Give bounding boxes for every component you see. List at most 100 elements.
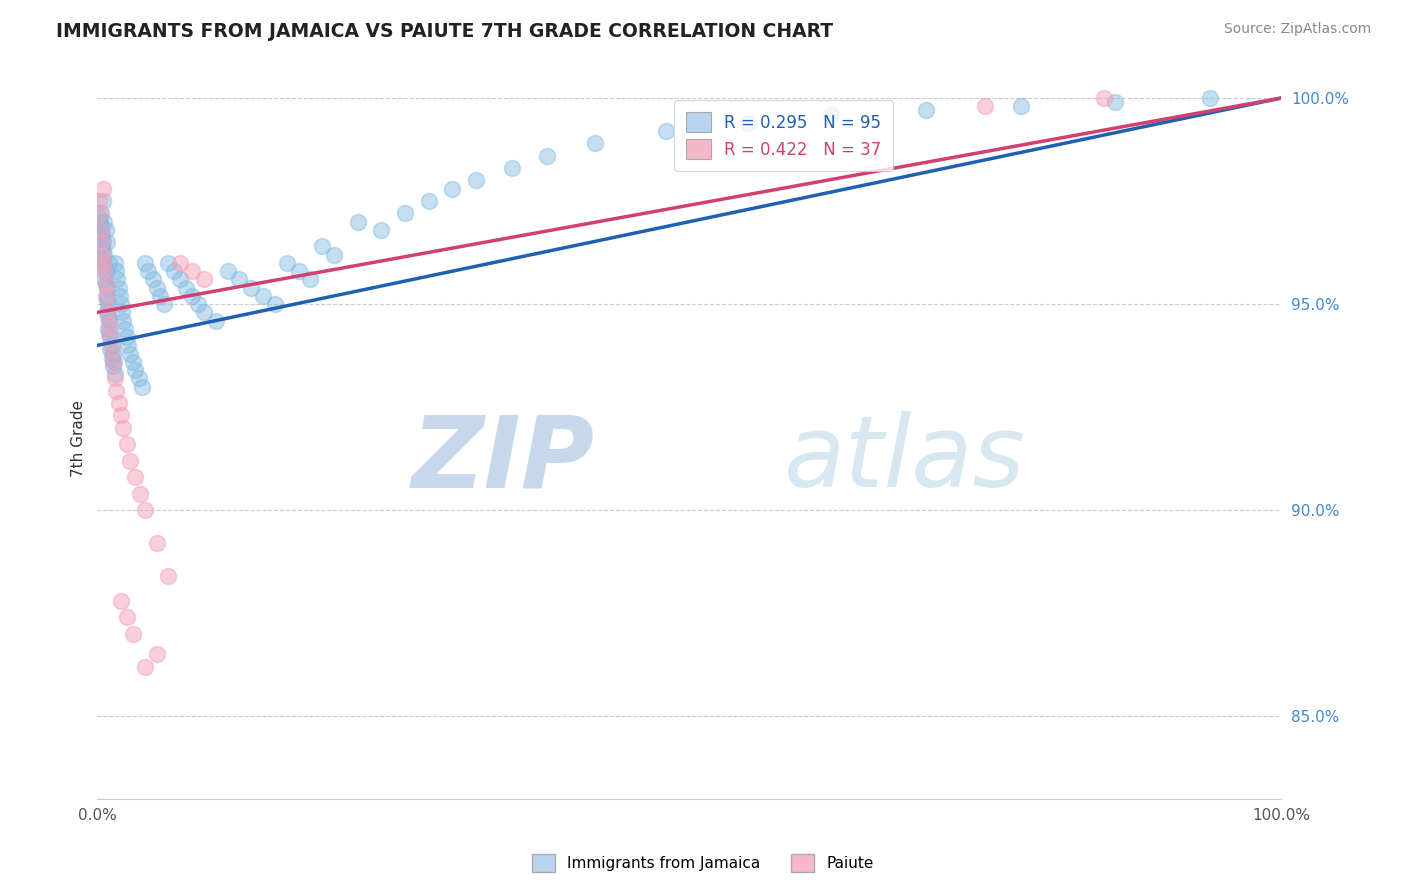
Point [157, 256, 180, 270]
Point [124, 363, 146, 377]
Point [276, 256, 298, 270]
Point [90, 231, 112, 245]
Point [115, 330, 138, 344]
Point [299, 272, 322, 286]
Point [91, 239, 114, 253]
Point [536, 149, 558, 163]
Point [97, 322, 120, 336]
Point [98, 326, 121, 340]
Point [131, 379, 153, 393]
Point [264, 297, 287, 311]
Point [94, 264, 117, 278]
Point [101, 359, 124, 373]
Point [418, 194, 440, 208]
Point [501, 161, 523, 175]
Point [217, 264, 239, 278]
Point [204, 313, 226, 327]
Point [96, 305, 118, 319]
Point [323, 248, 346, 262]
Point [105, 264, 128, 278]
Point [441, 182, 464, 196]
Point [915, 103, 938, 118]
Point [94, 223, 117, 237]
Point [91, 252, 114, 266]
Point [112, 313, 135, 327]
Point [104, 256, 127, 270]
Point [108, 289, 131, 303]
Point [157, 569, 180, 583]
Point [1199, 91, 1222, 105]
Point [93, 215, 115, 229]
Point [654, 124, 676, 138]
Point [134, 503, 156, 517]
Legend: Immigrants from Jamaica, Paiute: Immigrants from Jamaica, Paiute [524, 846, 882, 880]
Point [110, 297, 132, 311]
Point [91, 256, 114, 270]
Y-axis label: 7th Grade: 7th Grade [72, 400, 86, 476]
Point [124, 470, 146, 484]
Point [346, 215, 368, 229]
Point [93, 260, 115, 274]
Point [90, 223, 112, 237]
Point [1092, 91, 1115, 105]
Point [252, 289, 274, 303]
Point [136, 264, 159, 278]
Point [90, 219, 112, 233]
Point [145, 280, 167, 294]
Point [120, 454, 142, 468]
Point [93, 264, 115, 278]
Point [115, 437, 138, 451]
Point [94, 289, 117, 303]
Point [91, 244, 114, 258]
Point [87, 194, 110, 208]
Point [96, 293, 118, 307]
Point [370, 223, 392, 237]
Point [145, 648, 167, 662]
Point [117, 338, 139, 352]
Point [128, 371, 150, 385]
Point [91, 194, 114, 208]
Point [94, 277, 117, 291]
Point [98, 313, 121, 327]
Point [87, 211, 110, 225]
Point [91, 248, 114, 262]
Point [152, 297, 174, 311]
Point [100, 343, 122, 357]
Point [100, 351, 122, 365]
Point [583, 136, 606, 151]
Point [240, 280, 263, 294]
Point [121, 355, 143, 369]
Point [110, 409, 132, 423]
Point [129, 487, 152, 501]
Point [974, 99, 997, 113]
Point [169, 256, 191, 270]
Point [174, 280, 197, 294]
Point [311, 239, 333, 253]
Point [97, 310, 120, 324]
Point [181, 289, 204, 303]
Point [96, 289, 118, 303]
Point [97, 297, 120, 311]
Point [193, 272, 215, 286]
Point [98, 318, 121, 332]
Point [93, 248, 115, 262]
Point [100, 330, 122, 344]
Point [394, 206, 416, 220]
Text: atlas: atlas [785, 411, 1025, 508]
Point [134, 660, 156, 674]
Point [187, 297, 209, 311]
Point [104, 368, 127, 382]
Point [1104, 95, 1126, 110]
Text: Source: ZipAtlas.com: Source: ZipAtlas.com [1223, 22, 1371, 37]
Point [89, 223, 111, 237]
Point [91, 235, 114, 250]
Point [96, 280, 118, 294]
Point [107, 396, 129, 410]
Legend: R = 0.295   N = 95, R = 0.422   N = 37: R = 0.295 N = 95, R = 0.422 N = 37 [675, 100, 893, 171]
Point [121, 627, 143, 641]
Point [149, 289, 172, 303]
Point [90, 235, 112, 250]
Point [104, 371, 127, 385]
Point [97, 305, 120, 319]
Point [134, 256, 156, 270]
